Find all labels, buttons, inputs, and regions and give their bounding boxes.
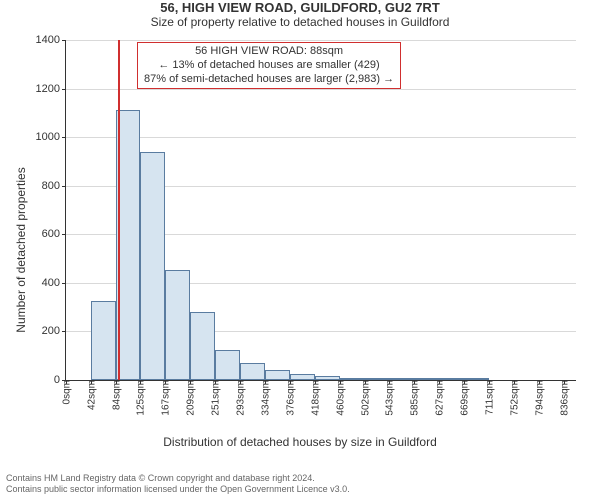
x-tick-label: 711sqm bbox=[483, 380, 496, 415]
gridline bbox=[66, 137, 576, 138]
x-tick-label: 0sqm bbox=[60, 380, 73, 404]
x-tick-label: 794sqm bbox=[532, 380, 545, 416]
page-subtitle: Size of property relative to detached ho… bbox=[0, 15, 600, 29]
footer-attribution: Contains HM Land Registry data © Crown c… bbox=[6, 473, 350, 496]
y-tick-label: 800 bbox=[42, 180, 66, 192]
annotation-line-3: 87% of semi-detached houses are larger (… bbox=[144, 73, 394, 87]
x-axis-label: Distribution of detached houses by size … bbox=[0, 435, 600, 449]
x-tick-label: 836sqm bbox=[557, 380, 570, 416]
histogram-bar bbox=[165, 270, 190, 381]
x-tick-label: 627sqm bbox=[433, 380, 446, 416]
y-tick-label: 1000 bbox=[36, 131, 66, 143]
footer-line-1: Contains HM Land Registry data © Crown c… bbox=[6, 473, 350, 485]
x-tick-label: 251sqm bbox=[209, 380, 222, 416]
x-tick-label: 669sqm bbox=[458, 380, 471, 416]
histogram-bar bbox=[265, 370, 290, 380]
page-title: 56, HIGH VIEW ROAD, GUILDFORD, GU2 7RT bbox=[0, 0, 600, 15]
x-tick-label: 293sqm bbox=[234, 380, 247, 416]
x-tick-label: 84sqm bbox=[109, 380, 122, 410]
marker-annotation: 56 HIGH VIEW ROAD: 88sqm ← 13% of detach… bbox=[137, 42, 401, 89]
y-tick-label: 600 bbox=[42, 228, 66, 240]
footer-line-2: Contains public sector information licen… bbox=[6, 484, 350, 496]
gridline bbox=[66, 40, 576, 41]
x-tick-label: 125sqm bbox=[134, 380, 147, 416]
annotation-line-1: 56 HIGH VIEW ROAD: 88sqm bbox=[144, 45, 394, 59]
x-tick-label: 209sqm bbox=[184, 380, 197, 416]
y-tick-label: 200 bbox=[42, 325, 66, 337]
x-tick-label: 502sqm bbox=[358, 380, 371, 416]
x-tick-label: 334sqm bbox=[258, 380, 271, 416]
plot-area: 02004006008001000120014000sqm42sqm84sqm1… bbox=[65, 40, 576, 381]
y-tick-label: 1200 bbox=[36, 83, 66, 95]
x-tick-label: 585sqm bbox=[408, 380, 421, 416]
histogram-bar bbox=[240, 363, 264, 380]
y-tick-label: 400 bbox=[42, 277, 66, 289]
property-marker-line bbox=[118, 40, 120, 380]
histogram-bar bbox=[140, 152, 165, 380]
chart-container: 56, HIGH VIEW ROAD, GUILDFORD, GU2 7RT S… bbox=[0, 0, 600, 500]
y-axis-label: Number of detached properties bbox=[14, 167, 28, 332]
histogram-bar bbox=[190, 312, 215, 380]
x-tick-label: 543sqm bbox=[383, 380, 396, 416]
x-tick-label: 42sqm bbox=[84, 380, 97, 410]
x-tick-label: 752sqm bbox=[507, 380, 520, 416]
x-tick-label: 418sqm bbox=[308, 380, 321, 416]
x-tick-label: 376sqm bbox=[283, 380, 296, 416]
histogram-bar bbox=[215, 350, 240, 380]
x-tick-label: 167sqm bbox=[159, 380, 172, 416]
histogram-bar bbox=[91, 301, 116, 380]
x-tick-label: 460sqm bbox=[333, 380, 346, 416]
y-tick-label: 1400 bbox=[36, 34, 66, 46]
annotation-line-2: ← 13% of detached houses are smaller (42… bbox=[144, 59, 394, 73]
